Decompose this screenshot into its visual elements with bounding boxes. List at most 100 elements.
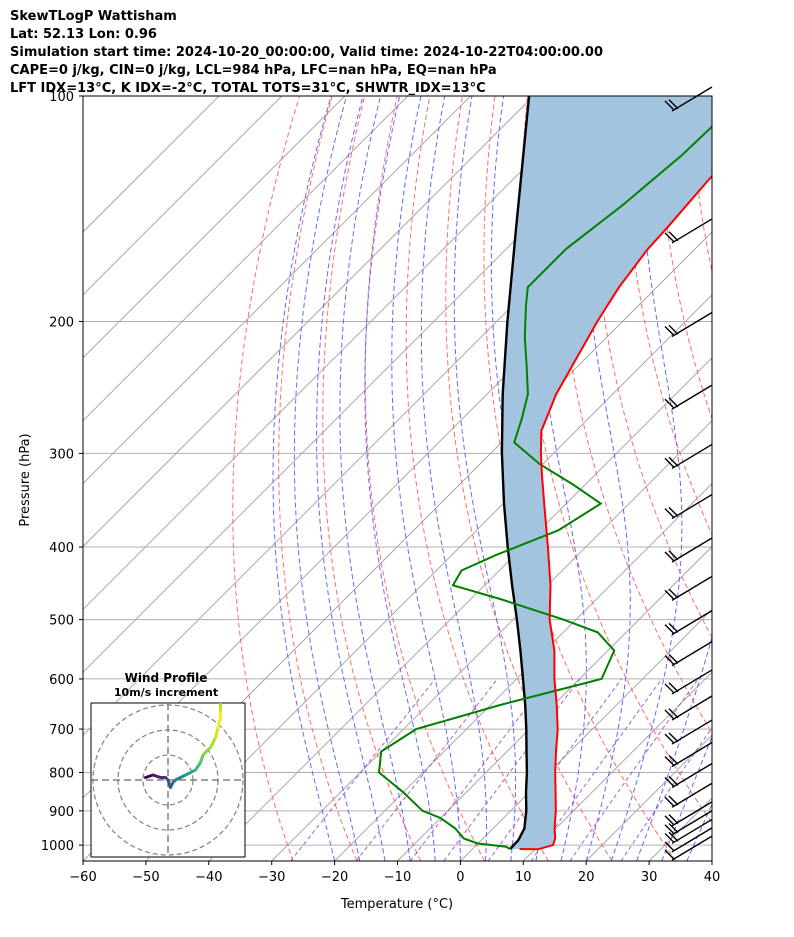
cin-area xyxy=(501,96,712,850)
y-tick-label: 200 xyxy=(49,316,74,331)
wind-barb xyxy=(664,818,713,845)
hodograph-segment xyxy=(214,726,220,739)
wind-barb-flag xyxy=(668,831,679,842)
dry-adiabat xyxy=(364,96,485,861)
wind-barb-shaft xyxy=(671,610,713,636)
x-tick-label: −30 xyxy=(258,870,285,885)
moist-adiabat xyxy=(316,96,386,861)
wind-barb-flag xyxy=(664,232,675,243)
wind-barb-flag xyxy=(664,398,675,409)
wind-barb-flag xyxy=(668,823,679,834)
x-tick-label: −10 xyxy=(384,870,411,885)
mixing-ratio-line xyxy=(569,678,699,861)
wind-barb xyxy=(664,835,713,861)
dry-adiabat xyxy=(590,96,712,639)
wind-barb xyxy=(664,719,713,745)
x-tick-label: 0 xyxy=(456,870,464,885)
wind-barb-shaft xyxy=(671,695,713,721)
isotherm--140 xyxy=(83,96,346,359)
wind-barb-flag xyxy=(668,550,679,561)
wind-barb xyxy=(664,810,713,836)
mixing-ratio-line xyxy=(290,678,436,861)
y-tick-label: 600 xyxy=(49,673,74,688)
wind-barb xyxy=(664,669,713,695)
wind-barb-flag xyxy=(664,733,675,744)
wind-barb xyxy=(664,641,713,667)
chart-title: SkewTLogP Wattisham xyxy=(10,9,177,24)
mixing-ratio-line xyxy=(409,678,549,861)
indices-line-1: CAPE=0 j/kg, CIN=0 j/kg, LCL=984 hPa, LF… xyxy=(10,63,497,78)
wind-barb-shaft xyxy=(671,384,713,410)
x-tick-label: −40 xyxy=(195,870,222,885)
wind-barb xyxy=(664,782,713,808)
wind-barb-shaft xyxy=(671,835,713,861)
wind-barb xyxy=(664,443,713,470)
dry-adiabat xyxy=(405,96,549,861)
wind-barb-flag xyxy=(668,588,679,599)
isotherm--40 xyxy=(208,357,712,861)
hodograph-segment xyxy=(194,761,202,772)
wind-barb-flag xyxy=(664,756,675,767)
wind-barb-flag xyxy=(664,832,675,843)
hodograph-title: Wind Profile xyxy=(125,671,208,685)
wind-barb-shaft xyxy=(671,218,713,244)
wind-barb-shaft xyxy=(671,443,713,470)
dry-adiabat xyxy=(788,96,794,861)
moist-adiabat xyxy=(339,96,411,861)
wind-barb-shaft xyxy=(671,741,713,768)
wind-barb-shaft xyxy=(671,818,713,845)
wind-barb xyxy=(664,86,713,112)
isotherm--30 xyxy=(271,419,712,861)
y-axis-label: Pressure (hPa) xyxy=(18,433,33,526)
dry-adiabat xyxy=(445,96,613,861)
wind-barb-flag xyxy=(664,815,675,826)
wind-barb xyxy=(664,575,713,601)
wind-barb-shaft xyxy=(671,86,713,112)
wind-barb-flag xyxy=(664,589,675,600)
wind-barbs xyxy=(664,86,713,861)
isotherm--20 xyxy=(334,482,712,861)
profile-lines xyxy=(377,96,712,851)
y-tick-label: 800 xyxy=(49,767,74,782)
wind-barb-shaft xyxy=(671,575,713,601)
wind-barb xyxy=(664,695,713,721)
x-axis-label: Temperature (°C) xyxy=(340,897,453,912)
wind-barb-flag xyxy=(664,624,675,635)
y-tick-label: 1000 xyxy=(41,839,74,854)
parcel-profile-line xyxy=(500,96,531,850)
hodograph-segment xyxy=(209,736,217,749)
dry-adiabat xyxy=(657,96,712,421)
dry-adiabat xyxy=(723,96,794,861)
y-tick-label: 700 xyxy=(49,723,74,738)
wind-barb-shaft xyxy=(671,762,713,789)
wind-barb-flag xyxy=(668,653,679,664)
wind-barb-flag xyxy=(664,777,675,788)
dry-adiabat xyxy=(322,96,422,861)
wind-barb-flag xyxy=(668,622,679,633)
wind-barb xyxy=(664,762,713,789)
wind-barb-flag xyxy=(668,775,679,786)
wind-barb-flag xyxy=(664,508,675,519)
wind-barb xyxy=(664,801,713,827)
wind-barb-flag xyxy=(668,231,679,242)
isotherm-0 xyxy=(460,608,712,861)
y-tick-label: 500 xyxy=(49,614,74,629)
x-tick-label: 40 xyxy=(704,870,721,885)
wind-barb-flag xyxy=(668,456,679,467)
wind-barb-shaft xyxy=(671,311,713,338)
x-tick-label: −20 xyxy=(321,870,348,885)
wind-barb-flag xyxy=(668,99,679,110)
moist-adiabat xyxy=(686,802,712,861)
wind-barb xyxy=(664,610,713,636)
hodograph-segment xyxy=(201,746,212,757)
wind-barb-shaft xyxy=(671,801,713,827)
wind-barb xyxy=(664,311,713,338)
x-tick-label: 30 xyxy=(641,870,658,885)
wind-barb-shaft xyxy=(671,669,713,695)
x-tick-label: −50 xyxy=(132,870,159,885)
wind-barb-shaft xyxy=(671,537,713,563)
wind-barb-shaft xyxy=(671,810,713,836)
wind-barb-shaft xyxy=(671,719,713,745)
